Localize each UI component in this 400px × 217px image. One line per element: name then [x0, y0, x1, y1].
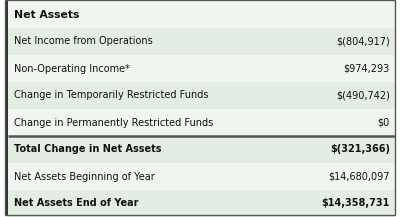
Bar	[8, 109, 395, 136]
Text: $14,680,097: $14,680,097	[328, 171, 390, 181]
Bar	[8, 2, 395, 28]
Text: Total Change in Net Assets: Total Change in Net Assets	[14, 145, 162, 155]
Text: Net Assets End of Year: Net Assets End of Year	[14, 199, 138, 209]
Bar	[8, 82, 395, 109]
Text: $14,358,731: $14,358,731	[322, 199, 390, 209]
Text: Net Income from Operations: Net Income from Operations	[14, 36, 153, 46]
Text: $0: $0	[378, 117, 390, 128]
Text: Non-Operating Income*: Non-Operating Income*	[14, 64, 130, 74]
Text: Net Assets Beginning of Year: Net Assets Beginning of Year	[14, 171, 155, 181]
Bar	[8, 163, 395, 190]
Bar	[8, 136, 395, 163]
Bar	[8, 190, 395, 217]
Text: Change in Temporarily Restricted Funds: Change in Temporarily Restricted Funds	[14, 90, 208, 100]
Text: $(321,366): $(321,366)	[330, 145, 390, 155]
Bar	[5, 0, 8, 215]
Text: Change in Permanently Restricted Funds: Change in Permanently Restricted Funds	[14, 117, 213, 128]
Bar	[8, 28, 395, 55]
Text: $(804,917): $(804,917)	[336, 36, 390, 46]
Text: $(490,742): $(490,742)	[336, 90, 390, 100]
Text: $974,293: $974,293	[344, 64, 390, 74]
Bar	[8, 55, 395, 82]
Text: Net Assets: Net Assets	[14, 10, 79, 20]
